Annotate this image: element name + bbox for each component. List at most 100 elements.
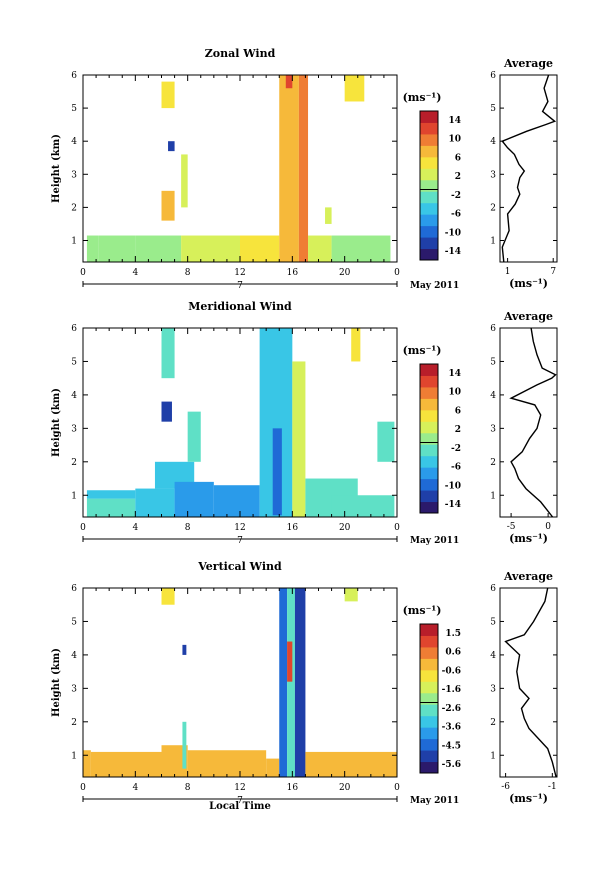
colorbar-tick-label: 14 — [448, 369, 461, 379]
average-y-tick-label: 6 — [490, 324, 496, 334]
data-cell — [181, 154, 188, 208]
average-y-tick-label: 3 — [490, 424, 496, 434]
colorbar-band — [420, 398, 438, 411]
colorbar-tick-label: 0.6 — [445, 648, 461, 658]
data-cell — [86, 235, 99, 262]
average-y-tick-label: 5 — [490, 617, 496, 627]
x-tick-label: 4 — [132, 523, 138, 533]
plot-frame — [82, 74, 398, 263]
x-tick-label: 0 — [80, 268, 86, 278]
colorbar-band — [420, 444, 438, 457]
colorbar-band — [420, 386, 438, 399]
x-axis-label: Local Time — [209, 801, 271, 812]
average-y-tick-label: 4 — [490, 391, 496, 401]
colorbar-band — [420, 202, 438, 215]
colorbar-band — [420, 248, 438, 261]
average-frame — [499, 74, 558, 263]
data-cell — [292, 361, 306, 517]
colorbar-band — [420, 191, 438, 204]
date-label: 7 — [237, 796, 243, 806]
colorbar-band — [420, 214, 438, 227]
x-tick-label: 0 — [80, 783, 86, 793]
colorbar-band — [420, 111, 438, 123]
x-tick-label: 12 — [234, 268, 245, 278]
month-label: May 2011 — [410, 796, 459, 806]
data-cell — [351, 328, 361, 362]
y-tick-label: 3 — [71, 170, 77, 180]
data-cell — [161, 81, 175, 109]
data-cell — [279, 75, 299, 262]
colorbar-band — [420, 145, 438, 158]
colorbar-frame — [419, 363, 439, 514]
colorbar-tick-label: -1.6 — [442, 685, 461, 695]
colorbar-band — [420, 156, 438, 169]
y-tick-label: 1 — [71, 751, 77, 761]
colorbar-band — [420, 738, 438, 751]
data-cell — [86, 498, 136, 517]
colorbar-tick-label: -14 — [445, 247, 461, 257]
average-y-tick-label: 4 — [490, 651, 496, 661]
data-cell — [174, 481, 214, 517]
colorbar-tick-label: -5.6 — [442, 760, 461, 770]
x-tick-label: 0 — [394, 523, 400, 533]
colorbar-band — [420, 727, 438, 740]
data-cell — [331, 235, 391, 262]
data-cell — [287, 588, 295, 777]
data-cell — [279, 588, 288, 777]
average-y-tick-label: 6 — [490, 584, 496, 594]
average-x-tick-label: -5 — [507, 522, 516, 532]
colorbar-band — [420, 409, 438, 422]
data-cell — [298, 75, 309, 262]
average-profile-line — [509, 327, 557, 518]
average-profile-line — [504, 587, 557, 778]
data-cell — [377, 421, 395, 462]
x-tick-label: 0 — [394, 268, 400, 278]
colorbar-tick-label: 10 — [448, 135, 461, 145]
date-label: 7 — [237, 536, 243, 546]
colorbar-band — [420, 646, 438, 659]
panel-title: Vertical Wind — [197, 560, 282, 573]
colorbar-band — [420, 501, 438, 514]
colorbar-band — [420, 122, 438, 135]
colorbar-frame — [419, 110, 439, 261]
y-tick-label: 5 — [71, 357, 77, 367]
data-cell — [308, 235, 332, 262]
x-tick-label: 8 — [185, 523, 191, 533]
colorbar-band — [420, 658, 438, 671]
average-y-tick-label: 3 — [490, 684, 496, 694]
colorbar-tick-label: -2 — [451, 444, 461, 454]
colorbar-band — [420, 761, 438, 774]
panel-title: Zonal Wind — [205, 47, 276, 60]
x-tick-label: 8 — [185, 783, 191, 793]
colorbar-tick-label: 10 — [448, 388, 461, 398]
x-tick-label: 20 — [339, 523, 351, 533]
average-x-label: (ms⁻¹) — [509, 792, 548, 805]
y-axis-label: Height (km) — [51, 388, 62, 457]
average-title: Average — [503, 57, 553, 70]
average-title: Average — [503, 310, 553, 323]
colorbar-band — [420, 750, 438, 763]
average-y-tick-label: 2 — [490, 458, 496, 468]
average-x-tick-label: 7 — [550, 267, 556, 277]
average-y-tick-label: 1 — [490, 751, 496, 761]
data-cell — [187, 750, 267, 777]
colorbar-band — [420, 133, 438, 146]
average-x-tick-label: -1 — [548, 782, 557, 792]
data-cell — [325, 207, 332, 224]
data-cell — [344, 75, 365, 102]
y-tick-label: 2 — [71, 203, 77, 213]
y-tick-label: 4 — [71, 651, 77, 661]
average-x-label: (ms⁻¹) — [509, 532, 548, 545]
colorbar-frame — [419, 623, 439, 774]
data-cell — [181, 235, 240, 262]
data-cell — [213, 485, 260, 517]
data-cell — [135, 488, 175, 517]
data-cell — [168, 141, 175, 152]
panel-title: Meridional Wind — [188, 300, 292, 313]
x-tick-label: 0 — [80, 523, 86, 533]
x-tick-label: 16 — [287, 268, 299, 278]
average-x-label: (ms⁻¹) — [509, 277, 548, 290]
colorbar-tick-label: 6 — [455, 153, 461, 163]
month-label: May 2011 — [410, 281, 459, 291]
